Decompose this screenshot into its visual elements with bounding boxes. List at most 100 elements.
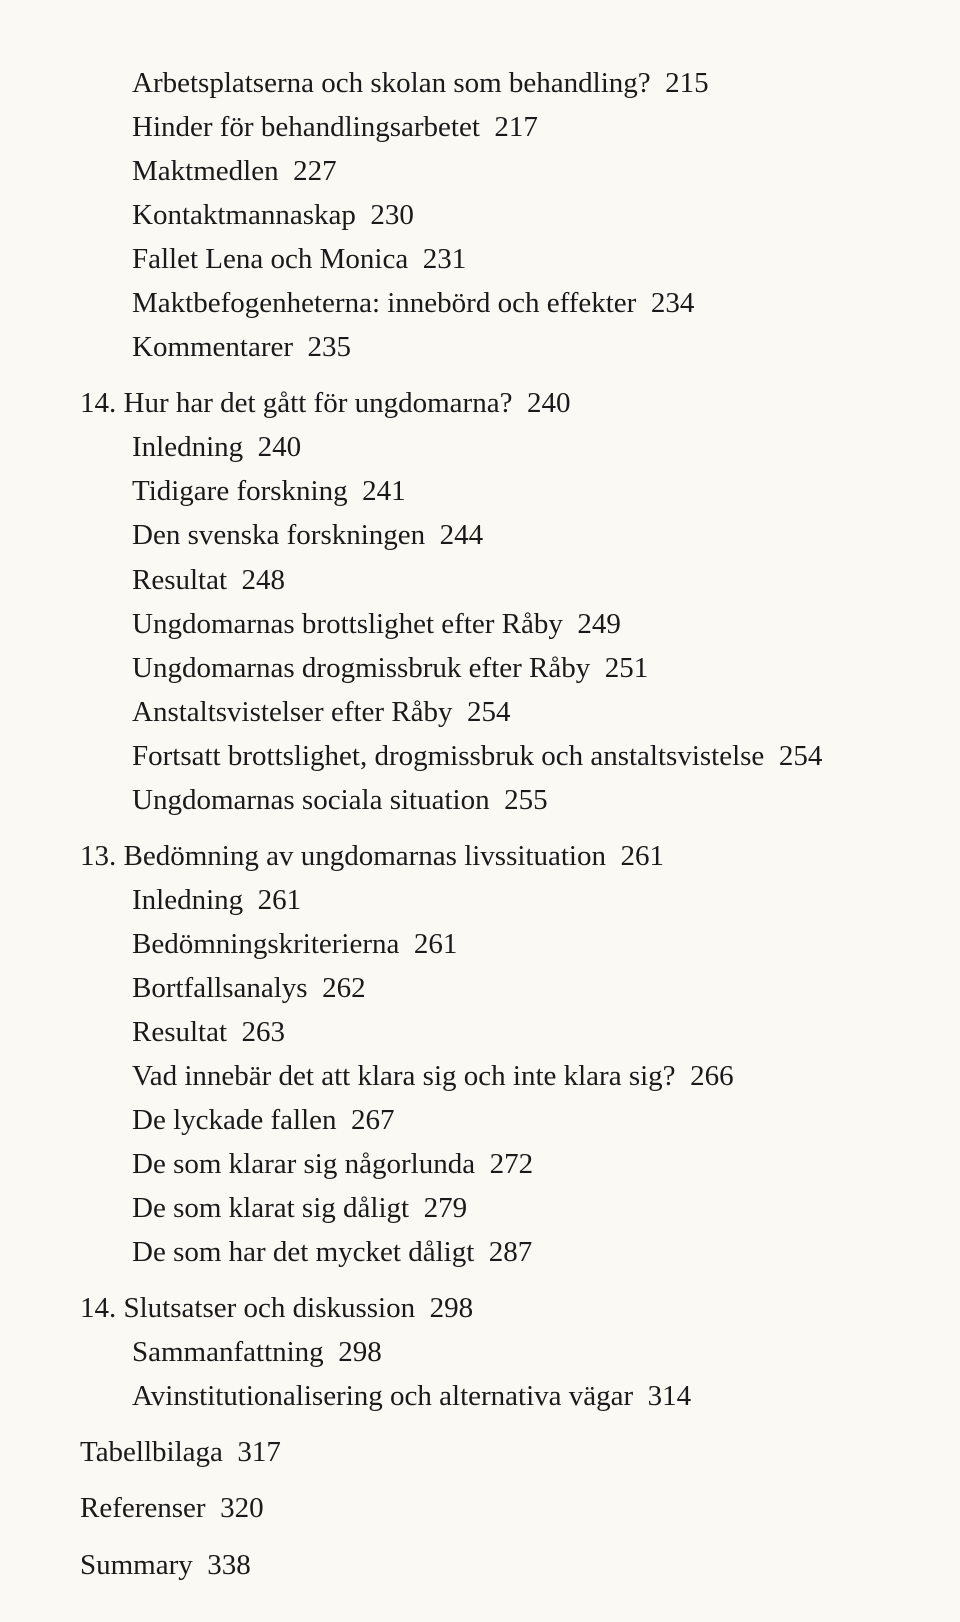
toc-entry-page: 235 <box>308 331 352 363</box>
toc-entry-page: 244 <box>440 519 484 551</box>
toc-chapter-title: Bedömning av ungdomarnas livssituation <box>124 840 606 872</box>
toc-entry-text: Ungdomarnas sociala situation <box>132 784 490 816</box>
toc-entry-text: Summary <box>80 1549 193 1581</box>
toc-entry-page: 217 <box>494 111 538 143</box>
toc-sub-entry: De lyckade fallen 267 <box>132 1099 870 1141</box>
toc-entry-text: Kommentarer <box>132 331 293 363</box>
toc-sub-entry: Den svenska forskningen 244 <box>132 514 870 556</box>
toc-chapter: 14. Slutsatser och diskussion 298 <box>80 1287 870 1329</box>
toc-entry-text: Hinder för behandlingsarbetet <box>132 111 480 143</box>
toc-top-entry: Summary 338 <box>80 1544 870 1586</box>
toc-entry-page: 254 <box>779 740 823 772</box>
toc-sub-entry: Resultat 263 <box>132 1011 870 1053</box>
toc-chapter-num: 14. <box>80 1292 116 1324</box>
toc-entry-page: 261 <box>258 884 302 916</box>
toc-entry-text: Bedömningskriterierna <box>132 928 399 960</box>
toc-entry-text: Resultat <box>132 1016 227 1048</box>
toc-top-entry: Tabellbilaga 317 <box>80 1431 870 1473</box>
toc-entry-text: Ungdomarnas drogmissbruk efter Råby <box>132 652 590 684</box>
toc-sub-entry: De som har det mycket dåligt 287 <box>132 1231 870 1273</box>
toc-entry-text: Sammanfattning <box>132 1336 324 1368</box>
toc-sub-entry: De som klarat sig dåligt 279 <box>132 1187 870 1229</box>
toc-entry-page: 287 <box>489 1236 533 1268</box>
toc-entry-text: Avinstitutionalisering och alternativa v… <box>132 1380 633 1412</box>
toc-chapter: 13. Bedömning av ungdomarnas livssituati… <box>80 835 870 877</box>
toc-sub-entry: Maktbefogenheterna: innebörd och effekte… <box>132 282 870 324</box>
toc-entry-page: 241 <box>362 475 406 507</box>
toc-entry-page: 266 <box>690 1060 734 1092</box>
toc-entry-text: Tidigare forskning <box>132 475 348 507</box>
toc-entry-text: Referenser <box>80 1492 206 1524</box>
toc-sub-entry: Ungdomarnas brottslighet efter Råby 249 <box>132 603 870 645</box>
toc-entry-page: 262 <box>322 972 366 1004</box>
toc-entry-page: 279 <box>424 1192 468 1224</box>
toc-chapter-num: 13. <box>80 840 116 872</box>
toc-entry-text: Bortfallsanalys <box>132 972 308 1004</box>
toc-entry-page: 215 <box>665 67 709 99</box>
toc-entry-page: 234 <box>651 287 695 319</box>
toc-entry-text: De som klarat sig dåligt <box>132 1192 409 1224</box>
toc-sub-entry: Bedömningskriterierna 261 <box>132 923 870 965</box>
toc-sub-entry: Avinstitutionalisering och alternativa v… <box>132 1375 870 1417</box>
toc-entry-text: Anstaltsvistelser efter Råby <box>132 696 453 728</box>
toc-entry-page: 272 <box>490 1148 534 1180</box>
toc-page: Arbetsplatserna och skolan som behandlin… <box>0 0 960 1622</box>
toc-entry-page: 298 <box>338 1336 382 1368</box>
toc-entry-text: Ungdomarnas brottslighet efter Råby <box>132 608 563 640</box>
toc-entry-page: 248 <box>242 564 286 596</box>
toc-sub-entry: Sammanfattning 298 <box>132 1331 870 1373</box>
toc-entry-page: 240 <box>527 387 571 419</box>
toc-entry-text: De som har det mycket dåligt <box>132 1236 474 1268</box>
toc-sub-entry: Inledning 261 <box>132 879 870 921</box>
toc-entry-text: Kontaktmannaskap <box>132 199 356 231</box>
toc-top-entry: Referenser 320 <box>80 1487 870 1529</box>
toc-entry-page: 227 <box>293 155 337 187</box>
toc-entry-page: 255 <box>504 784 548 816</box>
toc-entry-text: Fallet Lena och Monica <box>132 243 408 275</box>
toc-sub-entry: De som klarar sig någorlunda 272 <box>132 1143 870 1185</box>
toc-sub-entry: Kommentarer 235 <box>132 326 870 368</box>
toc-chapter-num: 14. <box>80 387 116 419</box>
toc-entry-page: 240 <box>258 431 302 463</box>
toc-sub-entry: Fortsatt brottslighet, drogmissbruk och … <box>132 735 870 777</box>
toc-entry-page: 261 <box>620 840 664 872</box>
toc-sub-entry: Vad innebär det att klara sig och inte k… <box>132 1055 870 1097</box>
toc-sub-entry: Anstaltsvistelser efter Råby 254 <box>132 691 870 733</box>
toc-sub-entry: Ungdomarnas drogmissbruk efter Råby 251 <box>132 647 870 689</box>
toc-entry-text: De som klarar sig någorlunda <box>132 1148 475 1180</box>
toc-entry-text: De lyckade fallen <box>132 1104 337 1136</box>
toc-chapter-title: Slutsatser och diskussion <box>124 1292 416 1324</box>
toc-entry-page: 231 <box>423 243 467 275</box>
toc-entry-text: Maktmedlen <box>132 155 279 187</box>
toc-entry-page: 314 <box>648 1380 692 1412</box>
toc-entry-text: Fortsatt brottslighet, drogmissbruk och … <box>132 740 764 772</box>
toc-sub-entry: Inledning 240 <box>132 426 870 468</box>
toc-entry-page: 317 <box>237 1436 281 1468</box>
toc-chapter: 14. Hur har det gått för ungdomarna? 240 <box>80 382 870 424</box>
toc-entry-text: Inledning <box>132 431 243 463</box>
toc-sub-entry: Kontaktmannaskap 230 <box>132 194 870 236</box>
toc-entry-page: 267 <box>351 1104 395 1136</box>
toc-entry-page: 249 <box>577 608 621 640</box>
toc-entry-page: 251 <box>605 652 649 684</box>
toc-entry-text: Resultat <box>132 564 227 596</box>
toc-entry-text: Arbetsplatserna och skolan som behandlin… <box>132 67 651 99</box>
toc-sub-entry: Resultat 248 <box>132 559 870 601</box>
toc-entry-page: 320 <box>220 1492 264 1524</box>
toc-entry-page: 254 <box>467 696 511 728</box>
toc-sub-entry: Maktmedlen 227 <box>132 150 870 192</box>
toc-entry-page: 298 <box>430 1292 474 1324</box>
toc-entry-text: Vad innebär det att klara sig och inte k… <box>132 1060 676 1092</box>
toc-entry-text: Tabellbilaga <box>80 1436 223 1468</box>
toc-sub-entry: Fallet Lena och Monica 231 <box>132 238 870 280</box>
toc-chapter-title: Hur har det gått för ungdomarna? <box>124 387 513 419</box>
toc-sub-entry: Ungdomarnas sociala situation 255 <box>132 779 870 821</box>
toc-sub-entry: Hinder för behandlingsarbetet 217 <box>132 106 870 148</box>
toc-entry-text: Den svenska forskningen <box>132 519 425 551</box>
toc-sub-entry: Tidigare forskning 241 <box>132 470 870 512</box>
toc-entry-page: 338 <box>207 1549 251 1581</box>
toc-sub-entry: Arbetsplatserna och skolan som behandlin… <box>132 62 870 104</box>
toc-entry-page: 230 <box>370 199 414 231</box>
toc-entry-text: Inledning <box>132 884 243 916</box>
toc-sub-entry: Bortfallsanalys 262 <box>132 967 870 1009</box>
